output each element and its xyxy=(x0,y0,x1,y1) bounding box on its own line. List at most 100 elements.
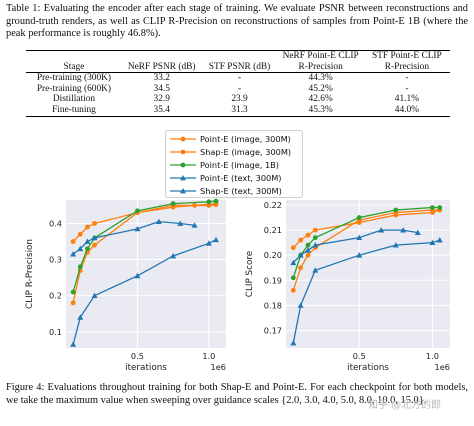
data-point xyxy=(85,224,90,230)
legend-marker xyxy=(180,136,186,142)
data-point xyxy=(305,242,311,248)
table-cell: 45.2% xyxy=(308,83,333,94)
x-axis-label: iterations xyxy=(125,363,167,373)
y-tick-label: 0.22 xyxy=(264,200,282,210)
results-table: Stage NeRF PSNR (dB) STF PSNR (dB) NeRF … xyxy=(26,50,450,117)
legend-marker xyxy=(180,162,186,168)
data-point xyxy=(77,245,84,252)
x-axis-offset-label: 1e6 xyxy=(435,362,450,372)
table-cell: 35.4 xyxy=(153,104,170,115)
data-point xyxy=(134,225,141,232)
data-point xyxy=(298,237,304,243)
data-point xyxy=(312,242,319,248)
y-axis-label: CLIP Score xyxy=(245,251,255,297)
legend-entry: Point-E (text, 300M) xyxy=(170,172,300,184)
figure-caption: Figure 4: Evaluations throughout trainin… xyxy=(6,382,468,407)
data-point xyxy=(378,227,385,233)
y-axis-label: CLIP R-Precision xyxy=(25,239,35,309)
data-point xyxy=(305,232,311,238)
x-axis-offset-label: 1e6 xyxy=(211,362,226,372)
data-point xyxy=(191,222,198,228)
series-group xyxy=(70,218,198,257)
data-point xyxy=(429,239,436,246)
legend-label: Point-E (image, 300M) xyxy=(200,134,291,144)
data-point xyxy=(155,218,162,225)
data-point xyxy=(312,267,319,273)
data-point xyxy=(414,229,421,236)
table-header-cell: STF PSNR (dB) xyxy=(208,61,271,72)
table-row: Distillation 32.9 23.9 42.6% 41.1% xyxy=(26,94,450,105)
chart-legend: Point-E (image, 300M) Shap-E (image, 300… xyxy=(165,130,303,198)
y-tick-label: 0.18 xyxy=(264,300,282,310)
table-caption-label: Table 1: xyxy=(6,3,41,14)
data-point xyxy=(312,227,318,233)
legend-swatch-marker xyxy=(180,188,186,194)
legend-marker-icon xyxy=(170,188,196,194)
data-point xyxy=(297,252,304,258)
table-cell: - xyxy=(237,83,242,94)
y-tick-label: 0.1 xyxy=(49,327,62,337)
data-point xyxy=(70,239,76,244)
table-caption: Table 1: Evaluating the encoder after ea… xyxy=(6,3,468,41)
table-header-cell: NeRF PSNR (dB) xyxy=(127,61,196,72)
table-row: Pre-training (300K) 33.2 - 44.3% - xyxy=(26,73,450,84)
legend-marker-icon xyxy=(170,136,196,142)
data-point xyxy=(91,292,98,299)
watermark: 知乎 @北方的郎 xyxy=(368,400,442,411)
table-row: Fine-tuning 35.4 31.3 45.3% 44.0% xyxy=(26,104,450,117)
data-point xyxy=(436,237,443,243)
data-point xyxy=(70,300,76,306)
data-point xyxy=(290,275,296,281)
y-tick-label: 0.4 xyxy=(49,218,62,228)
data-point xyxy=(77,314,84,320)
table-cell: 45.3% xyxy=(308,104,333,115)
table-cell: Pre-training (300K) xyxy=(36,73,112,84)
series-group xyxy=(290,237,443,346)
data-point xyxy=(304,247,311,253)
legend-entry: Point-E (image, 1B) xyxy=(170,159,300,171)
data-point xyxy=(77,264,83,270)
legend-swatch-marker xyxy=(180,149,186,155)
legend-entry: Point-E (image, 300M) xyxy=(170,133,300,145)
series-line xyxy=(72,220,195,255)
series-group xyxy=(290,205,443,281)
table-cell: 44.0% xyxy=(394,104,419,115)
data-point xyxy=(70,341,77,347)
table-cell: 33.2 xyxy=(153,73,170,84)
data-point xyxy=(356,252,363,258)
table-header-cell: NeRF Point-E CLIP R-Precision xyxy=(282,51,359,72)
data-point xyxy=(437,205,443,210)
series-line xyxy=(292,209,440,291)
chart-clip-r-precision: 0.1 0.2 0.3 0.4 0.5 1.0 iterations 1e6 CLIP R-Pr… xyxy=(25,198,226,373)
data-point xyxy=(135,208,140,214)
figure-caption-text: Evaluations throughout training for both… xyxy=(6,382,468,406)
table-header-cell: STF Point-E CLIP R-Precision xyxy=(371,51,442,72)
series-group xyxy=(290,207,443,293)
data-point xyxy=(290,339,297,346)
series-group xyxy=(290,227,421,266)
plot-background xyxy=(66,200,226,348)
table-cell: 44.3% xyxy=(308,73,333,84)
series-line xyxy=(72,200,217,293)
legend-label: Shap-E (image, 300M) xyxy=(200,147,292,157)
series-group xyxy=(70,236,219,347)
data-point xyxy=(134,272,141,279)
legend-swatch-marker xyxy=(180,175,186,181)
data-point xyxy=(84,238,91,244)
data-point xyxy=(205,240,212,246)
y-tick-label: 0.17 xyxy=(264,325,282,335)
data-point xyxy=(92,221,97,226)
data-point xyxy=(170,252,177,259)
data-point xyxy=(206,203,212,208)
table-cell: Distillation xyxy=(52,94,96,105)
y-tick-label: 0.19 xyxy=(264,275,282,285)
x-tick-label: 0.5 xyxy=(353,351,366,361)
table-cell: 23.9 xyxy=(231,94,248,105)
data-point xyxy=(356,234,363,241)
table-cell: 32.9 xyxy=(153,94,170,105)
data-point xyxy=(77,231,83,237)
series-line xyxy=(292,229,418,264)
table-cell: Pre-training (600K) xyxy=(36,83,112,94)
data-point xyxy=(70,289,76,295)
data-point xyxy=(213,198,219,204)
